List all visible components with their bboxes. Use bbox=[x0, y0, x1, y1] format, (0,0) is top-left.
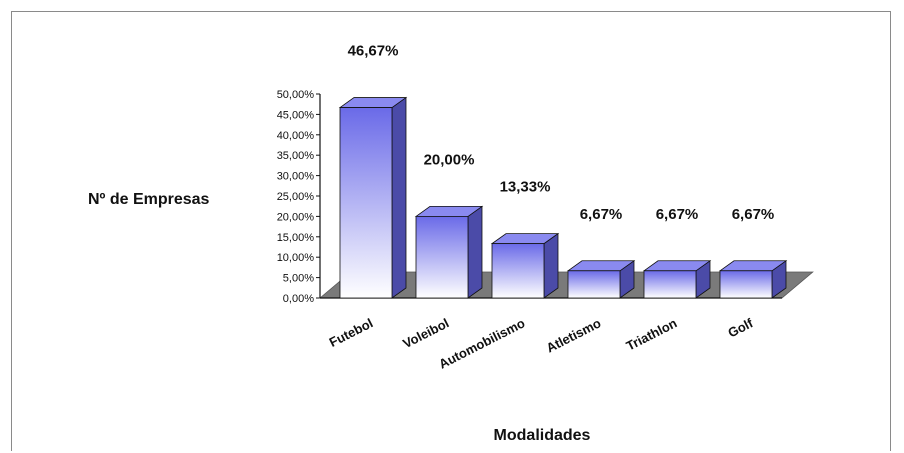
y-tick-label: 25,00% bbox=[277, 191, 315, 203]
y-axis-title: Nº de Empresas bbox=[88, 191, 210, 208]
x-tick-label: Golf bbox=[725, 315, 756, 340]
x-tick-label: Triathlon bbox=[624, 315, 680, 353]
data-label: 13,33% bbox=[500, 179, 551, 196]
data-label: 20,00% bbox=[424, 151, 475, 168]
bar-front bbox=[415, 215, 469, 299]
bar-front bbox=[643, 270, 697, 299]
y-tick-label: 10,00% bbox=[277, 252, 315, 264]
bar bbox=[338, 96, 408, 299]
y-tick-label: 30,00% bbox=[277, 171, 315, 183]
bar-front bbox=[719, 270, 773, 299]
bar bbox=[566, 260, 636, 299]
data-label: 46,67% bbox=[348, 43, 399, 60]
y-tick-label: 50,00% bbox=[277, 89, 315, 101]
x-tick-label: Voleibol bbox=[400, 315, 451, 351]
bar bbox=[414, 205, 484, 299]
y-tick-label: 5,00% bbox=[283, 273, 314, 285]
y-tick-label: 0,00% bbox=[283, 293, 314, 305]
bar-side bbox=[467, 205, 483, 299]
data-label: 6,67% bbox=[732, 206, 775, 223]
data-labels: 46,67% 20,00% 13,33% 6,67% 6,67% 6,67% bbox=[348, 43, 775, 223]
bars bbox=[338, 96, 788, 299]
y-axis: 0,00% 5,00% 10,00% 15,00% 20,00% 25,00% 30,00%… bbox=[277, 89, 321, 305]
bar bbox=[490, 232, 560, 299]
data-label: 6,67% bbox=[580, 206, 623, 223]
data-label: 6,67% bbox=[656, 206, 699, 223]
x-tick-label: Atletismo bbox=[544, 315, 604, 355]
x-axis-title: Modalidades bbox=[494, 427, 591, 444]
x-tick-label: Automobilismo bbox=[436, 315, 527, 371]
y-tick-label: 40,00% bbox=[277, 130, 315, 142]
bar-side bbox=[543, 232, 559, 299]
bar-front bbox=[567, 270, 621, 299]
y-tick-label: 20,00% bbox=[277, 211, 315, 223]
bar-front bbox=[491, 243, 545, 299]
y-tick-label: 45,00% bbox=[277, 109, 315, 121]
bar bbox=[642, 260, 712, 299]
x-tick-label: Futebol bbox=[327, 315, 376, 350]
y-tick-label: 15,00% bbox=[277, 232, 315, 244]
bar-front bbox=[339, 107, 393, 299]
bar-side bbox=[391, 96, 407, 299]
y-tick-label: 35,00% bbox=[277, 150, 315, 162]
bar bbox=[718, 260, 788, 299]
